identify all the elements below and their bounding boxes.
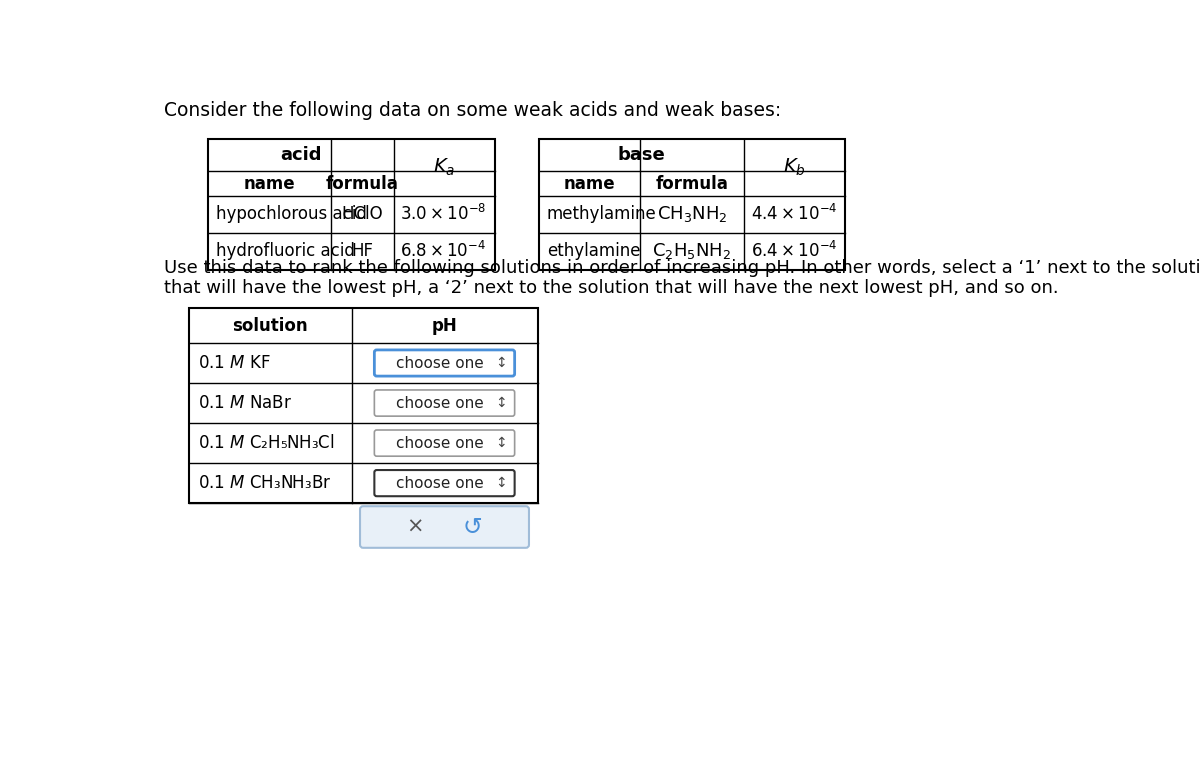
Text: ↕: ↕ — [496, 436, 508, 450]
Bar — [188, 309, 538, 503]
Text: hypochlorous acid: hypochlorous acid — [216, 205, 367, 223]
Text: 0.1 $\mathit{M}$ CH₃NH₃Br: 0.1 $\mathit{M}$ CH₃NH₃Br — [198, 474, 331, 492]
Text: formula: formula — [655, 175, 728, 192]
Text: pH: pH — [432, 317, 457, 334]
Text: methylamine: methylamine — [547, 205, 656, 223]
Text: $4.4 \times 10^{-4}$: $4.4 \times 10^{-4}$ — [751, 204, 838, 224]
Text: choose one: choose one — [396, 356, 484, 371]
Text: hydrofluoric acid: hydrofluoric acid — [216, 242, 355, 261]
Text: ethylamine: ethylamine — [547, 242, 641, 261]
Text: $K_a$: $K_a$ — [433, 157, 456, 178]
Text: $K_b$: $K_b$ — [784, 157, 806, 178]
FancyBboxPatch shape — [374, 430, 515, 456]
Text: $\mathrm{CH_3NH_2}$: $\mathrm{CH_3NH_2}$ — [656, 204, 727, 224]
Text: choose one: choose one — [396, 435, 484, 451]
Text: name: name — [244, 175, 295, 192]
Text: Consider the following data on some weak acids and weak bases:: Consider the following data on some weak… — [164, 101, 781, 120]
Text: solution: solution — [233, 317, 308, 334]
Text: ↕: ↕ — [496, 396, 508, 410]
Text: $3.0 \times 10^{-8}$: $3.0 \times 10^{-8}$ — [401, 204, 487, 224]
Text: ↕: ↕ — [496, 356, 508, 370]
Text: choose one: choose one — [396, 395, 484, 410]
FancyBboxPatch shape — [374, 350, 515, 376]
Text: ↺: ↺ — [462, 515, 482, 539]
Text: formula: formula — [326, 175, 398, 192]
Bar — [539, 139, 845, 270]
Text: 0.1 $\mathit{M}$ C₂H₅NH₃Cl: 0.1 $\mathit{M}$ C₂H₅NH₃Cl — [198, 434, 335, 452]
Text: Use this data to rank the following solutions in order of increasing pH. In othe: Use this data to rank the following solu… — [164, 259, 1200, 277]
Text: $\mathrm{C_2H_5NH_2}$: $\mathrm{C_2H_5NH_2}$ — [653, 242, 732, 261]
Text: ↕: ↕ — [496, 476, 508, 490]
Text: $6.4 \times 10^{-4}$: $6.4 \times 10^{-4}$ — [751, 242, 838, 261]
Text: choose one: choose one — [396, 476, 484, 491]
Text: base: base — [618, 146, 666, 164]
Text: HF: HF — [352, 242, 373, 261]
Text: HClO: HClO — [342, 205, 383, 223]
Text: 0.1 $\mathit{M}$ KF: 0.1 $\mathit{M}$ KF — [198, 354, 271, 372]
Text: acid: acid — [281, 146, 322, 164]
Text: 0.1 $\mathit{M}$ NaBr: 0.1 $\mathit{M}$ NaBr — [198, 394, 293, 412]
Bar — [208, 139, 494, 270]
Text: $6.8 \times 10^{-4}$: $6.8 \times 10^{-4}$ — [401, 242, 486, 261]
FancyBboxPatch shape — [374, 390, 515, 416]
FancyBboxPatch shape — [374, 470, 515, 496]
Text: name: name — [564, 175, 616, 192]
Text: that will have the lowest pH, a ‘2’ next to the solution that will have the next: that will have the lowest pH, a ‘2’ next… — [164, 279, 1058, 296]
Text: ×: × — [407, 517, 424, 537]
FancyBboxPatch shape — [360, 506, 529, 548]
